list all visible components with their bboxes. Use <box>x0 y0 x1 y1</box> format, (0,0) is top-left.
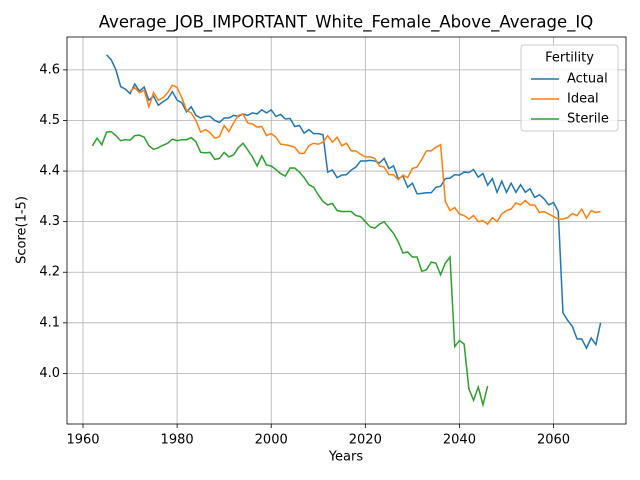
y-tick-label: 4.0 <box>39 366 60 381</box>
y-tick-label: 4.4 <box>39 164 60 179</box>
legend: Fertility Actual Ideal Sterile <box>520 44 619 132</box>
legend-label: Ideal <box>567 92 599 107</box>
legend-title: Fertility <box>545 51 594 66</box>
x-tick-label: 1960 <box>66 433 99 448</box>
data-line <box>105 54 602 350</box>
data-line <box>91 130 489 408</box>
chart-title: Average_JOB_IMPORTANT_White_Female_Above… <box>99 13 594 33</box>
x-axis-label: Years <box>328 450 364 465</box>
y-tick-label: 4.5 <box>39 113 60 128</box>
x-tick-label: 1980 <box>161 433 194 448</box>
x-tick-label: 2000 <box>255 433 288 448</box>
y-tick-label: 4.1 <box>39 315 60 330</box>
data-line <box>129 84 601 226</box>
y-axis-label: Score(1-5) <box>15 196 30 264</box>
x-tick-label: 2060 <box>537 433 570 448</box>
y-tick-label: 4.3 <box>39 214 60 229</box>
y-tick-label: 4.2 <box>39 265 60 280</box>
legend-label: Actual <box>567 72 608 87</box>
legend-label: Sterile <box>567 112 609 127</box>
x-tick-label: 2020 <box>349 433 382 448</box>
x-tick-label: 2040 <box>443 433 476 448</box>
plot-frame <box>66 36 627 425</box>
y-tick-label: 4.6 <box>39 62 60 77</box>
legend-box <box>520 44 619 132</box>
